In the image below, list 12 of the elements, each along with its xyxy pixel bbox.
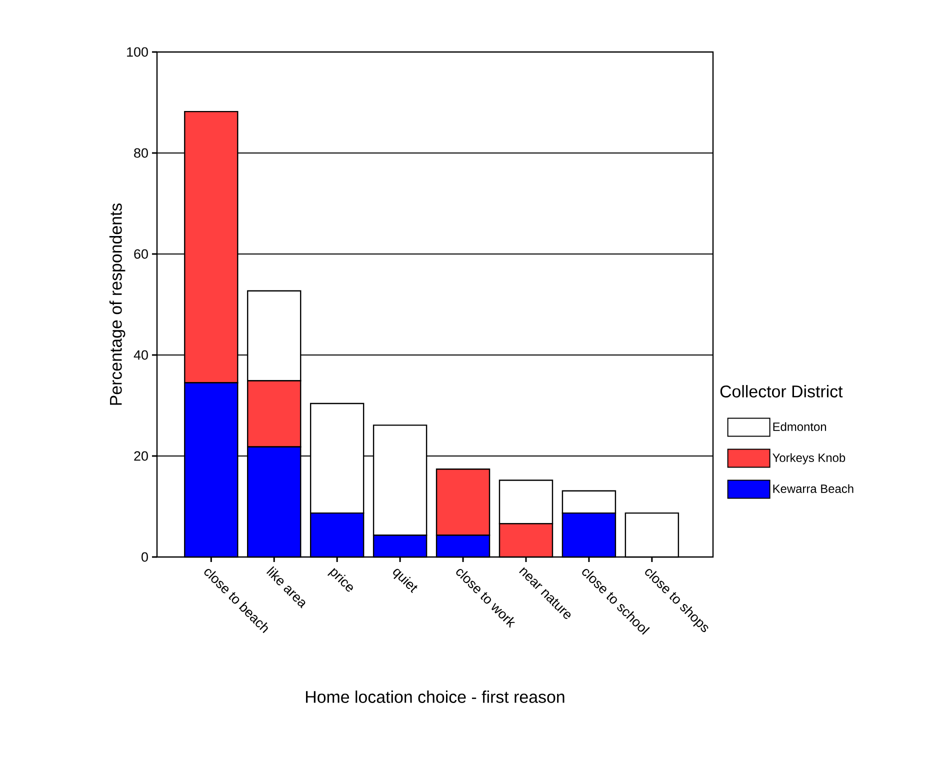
legend-label: Kewarra Beach (773, 484, 854, 493)
legend-title: Collector District (720, 385, 843, 398)
y-tick-label: 100 (127, 47, 148, 57)
legend-label: Edmonton (773, 422, 826, 431)
y-tick-label: 20 (134, 451, 148, 461)
y-tick-label: 40 (134, 350, 148, 360)
y-tick-label: 0 (142, 552, 148, 562)
legend-label: Yorkeys Knob (772, 453, 846, 464)
x-axis-title: Home location choice - first reason (306, 690, 564, 703)
y-axis-title: Percentage of respondents (109, 203, 126, 405)
y-tick-label: 80 (134, 148, 148, 158)
y-tick-label: 60 (134, 249, 148, 259)
